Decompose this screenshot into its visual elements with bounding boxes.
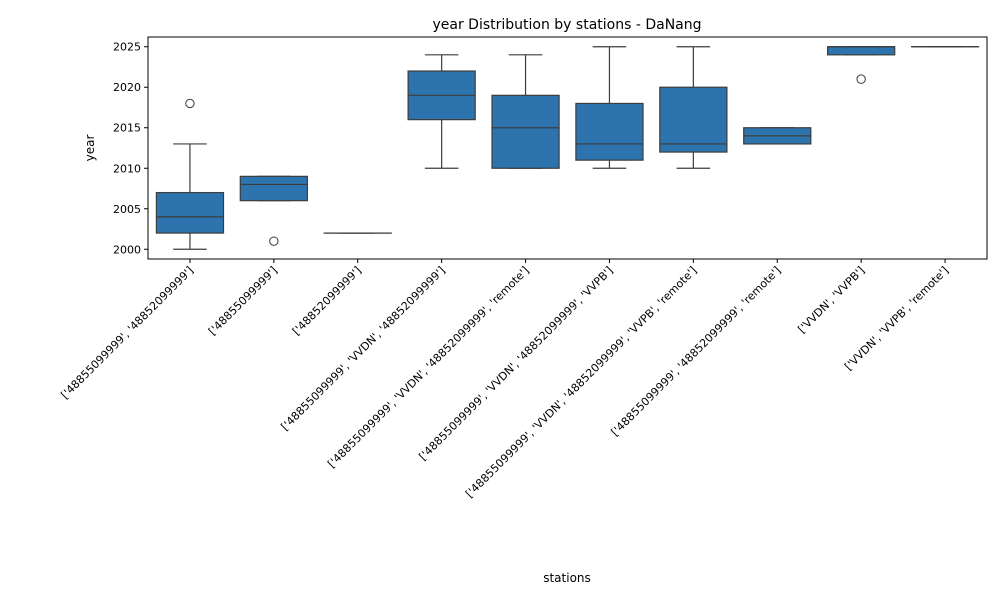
box-6-iqr-box — [575, 102, 644, 161]
y-tick-label: 2010 — [113, 162, 141, 175]
y-tick-label: 2015 — [113, 122, 141, 135]
y-tick-label: 2005 — [113, 203, 141, 216]
box-9-iqr-box — [826, 46, 896, 56]
box-5-iqr-box — [491, 94, 560, 169]
y-tick-label: 2000 — [113, 243, 141, 256]
plot-frame — [147, 36, 988, 260]
y-axis-label: year — [83, 135, 97, 162]
box-7-iqr-box — [659, 86, 728, 153]
box-1-iqr-box — [155, 191, 225, 234]
chart-title: year Distribution by stations - DaNang — [432, 17, 701, 33]
box-2-outlier — [269, 236, 279, 246]
box-1-outlier — [185, 98, 195, 109]
y-tick-label: 2025 — [113, 41, 141, 54]
box-9-outlier — [856, 74, 866, 84]
box-2-iqr-box — [239, 175, 309, 202]
y-tick-label: 2020 — [113, 81, 141, 94]
x-axis-label: stations — [543, 571, 591, 585]
